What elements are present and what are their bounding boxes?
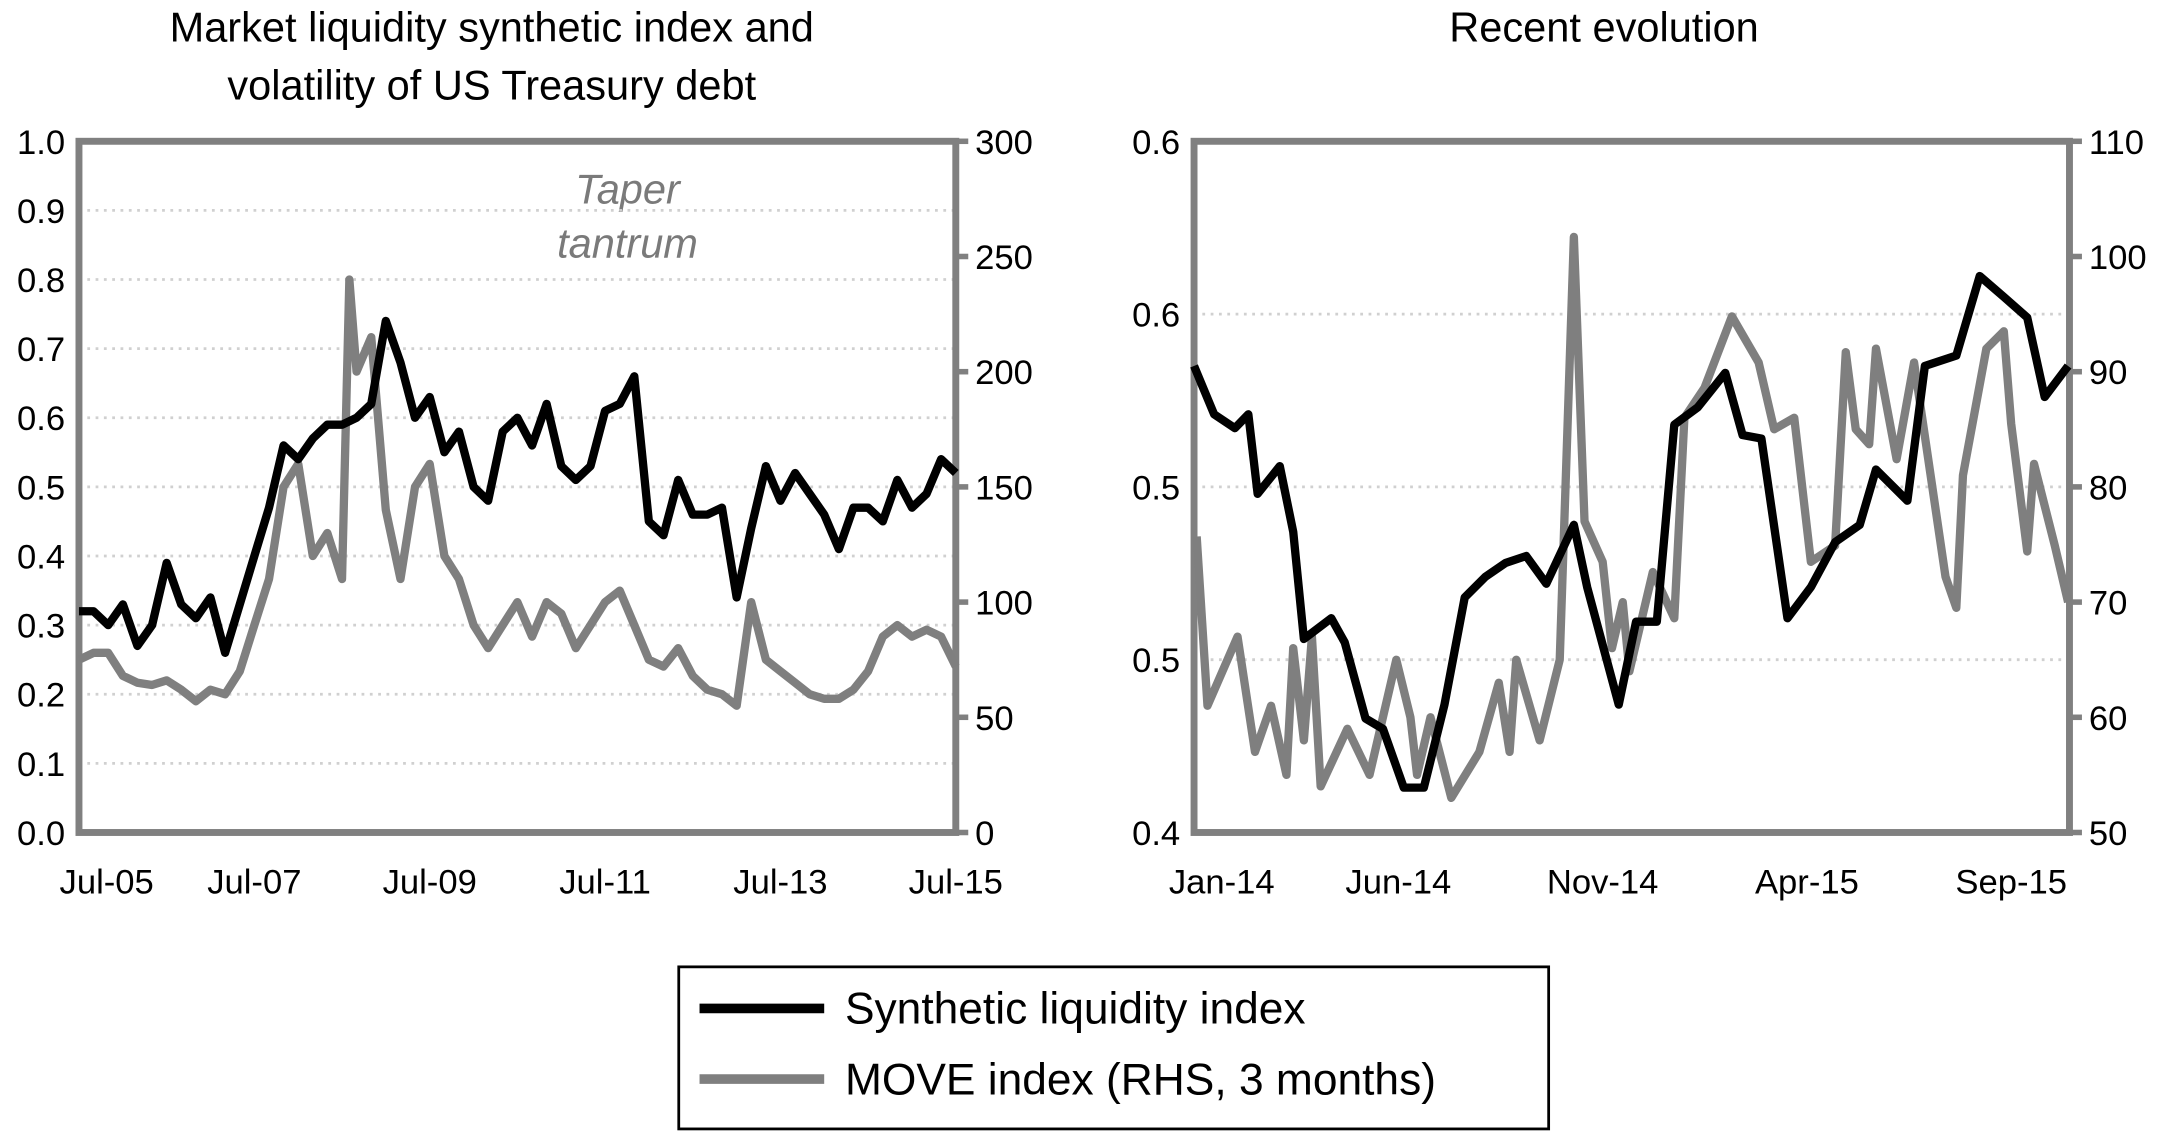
right-chart-y2-tick-label: 70 (2089, 585, 2128, 623)
taper-tantrum-annotation-line-1: Taper (575, 166, 682, 213)
left-chart: Market liquidity synthetic index and vol… (17, 4, 1033, 902)
right-chart-x-tick-label: Nov-14 (1547, 863, 1659, 901)
right-chart: Recent evolution 0.4 0.5 0.5 0.6 0.6 50 60 70 80… (1132, 4, 2147, 902)
right-chart-title: Recent evolution (1449, 4, 1758, 51)
right-chart-synthetic-liquidity-index-line (1190, 271, 2072, 792)
left-chart-y2-tick-label: 150 (975, 469, 1033, 507)
left-chart-move-index-line (77, 275, 960, 710)
right-chart-y2-tick-label: 60 (2089, 700, 2128, 738)
left-chart-y2-tick-label: 200 (975, 354, 1033, 392)
right-chart-y-tick-label: 0.6 (1132, 297, 1180, 335)
taper-tantrum-annotation-line-2: tantrum (557, 220, 698, 267)
left-chart-y-tick-label: 0.7 (17, 331, 65, 369)
right-chart-x-tick-label: Apr-15 (1755, 863, 1859, 901)
left-chart-x-tick-label: Jul-11 (559, 863, 651, 901)
legend: Synthetic liquidity index MOVE index (RH… (677, 965, 1551, 1131)
left-chart-x-tick-label: Jul-15 (909, 863, 1003, 901)
left-chart-y-tick-label: 0.9 (17, 193, 65, 231)
right-chart-x-tick-label: Jan-14 (1169, 863, 1275, 901)
left-chart-y-tick-label: 0.6 (17, 400, 65, 438)
right-chart-plot-frame (1190, 137, 2073, 836)
right-chart-y2-tick-label: 100 (2089, 239, 2147, 277)
left-chart-y-tick-label: 1.0 (17, 124, 65, 162)
left-chart-y-tick-label: 0.2 (17, 677, 65, 715)
left-chart-gridlines (78, 209, 956, 765)
right-chart-x-tick-label: Jun-14 (1345, 863, 1451, 901)
left-chart-y-tick-label: 0.3 (17, 608, 65, 646)
left-chart-plot-frame (75, 137, 960, 836)
left-chart-x-tick-label: Jul-09 (383, 863, 477, 901)
right-chart-y-tick-label: 0.5 (1132, 642, 1180, 680)
left-chart-y-tick-label: 0.0 (17, 815, 65, 853)
legend-label-move: MOVE index (RHS, 3 months) (845, 1055, 1436, 1104)
left-chart-y2-tick-label: 250 (975, 239, 1033, 277)
left-chart-title-line-1: Market liquidity synthetic index and (170, 4, 814, 51)
right-chart-y2-tick-label: 80 (2089, 469, 2128, 507)
left-chart-y-tick-label: 0.4 (17, 538, 65, 576)
left-chart-y2-tick-label: 0 (975, 815, 994, 853)
right-chart-y-tick-label: 0.5 (1132, 469, 1180, 507)
left-chart-x-tick-label: Jul-07 (207, 863, 301, 901)
left-chart-y-tick-label: 0.1 (17, 746, 65, 784)
right-chart-y2-tick-label: 50 (2089, 815, 2128, 853)
right-chart-y-tick-label: 0.6 (1132, 124, 1180, 162)
right-chart-y2-tick-label: 90 (2089, 354, 2128, 392)
right-chart-y2-tick-label: 110 (2089, 124, 2144, 162)
left-chart-x-tick-label: Jul-05 (60, 863, 154, 901)
left-chart-y-tick-label: 0.5 (17, 469, 65, 507)
left-chart-synthetic-liquidity-index-line (78, 316, 959, 657)
left-chart-title-line-2: volatility of US Treasury debt (227, 62, 756, 109)
right-chart-move-index-line (1192, 232, 2073, 803)
left-chart-y2-tick-label: 300 (975, 124, 1033, 162)
left-chart-y2-tick-label: 100 (975, 585, 1033, 623)
legend-label-liquidity: Synthetic liquidity index (845, 985, 1306, 1034)
left-chart-x-tick-label: Jul-13 (733, 863, 827, 901)
legend-box (677, 965, 1551, 1131)
left-chart-y2-tick-label: 50 (975, 700, 1014, 738)
left-chart-y-tick-label: 0.8 (17, 262, 65, 300)
right-chart-x-tick-label: Sep-15 (1955, 863, 2067, 901)
right-chart-y-tick-label: 0.4 (1132, 815, 1180, 853)
